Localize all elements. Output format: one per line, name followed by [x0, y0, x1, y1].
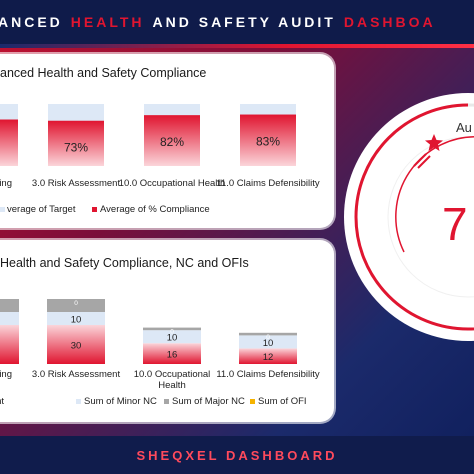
header-title-part1: ANCED	[0, 14, 63, 30]
header-stripe	[0, 44, 474, 48]
compliance-data-label: 73%	[64, 141, 88, 155]
category-tick-label: 10.0 Occupational Health	[119, 178, 226, 189]
compliance-data-label: 30	[71, 341, 82, 352]
compliance-data-label: 83%	[256, 135, 280, 149]
gauge-arc	[354, 103, 474, 331]
header-title-part2: HEALTH	[70, 14, 145, 30]
category-tick-label: 3.0 Risk Assessment	[32, 369, 121, 380]
major-nc-segment	[143, 327, 201, 331]
minor-nc-data-label: 10	[167, 333, 178, 344]
dashboard-footer: SHEQXEL DASHBOARD	[0, 436, 474, 474]
compliance-bar	[0, 119, 18, 166]
legend-swatch-minor-nc	[76, 399, 81, 404]
compliance-segment	[47, 325, 105, 364]
minor-nc-segment	[239, 335, 297, 349]
compliance-bar	[240, 114, 296, 166]
legend-swatch-ofi	[250, 399, 255, 404]
legend-label-major-nc: Sum of Major NC	[172, 396, 245, 407]
compliance-segment	[239, 348, 297, 364]
legend-swatch-major-nc	[164, 399, 169, 404]
dashboard-header: ANCED HEALTH AND SAFETY AUDIT DASHBOA	[0, 0, 474, 44]
legend-swatch-compliance	[92, 207, 97, 212]
category-tick-label: 11.0 Claims Defensibility	[216, 369, 320, 380]
compliance-data-label: 16	[167, 350, 178, 361]
nc-ofi-chart: aining301003.0 Risk Assessment1610010.0 …	[0, 299, 320, 407]
nc-ofi-panel: Health and Safety Compliance, NC and OFI…	[0, 240, 334, 422]
compliance-panel: anced Health and Safety Compliance %aini…	[0, 54, 334, 228]
category-tick-label: 11.0 Claims Defensibility	[216, 178, 320, 189]
category-tick-label: Health	[158, 380, 185, 391]
compliance-data-label: 12	[263, 352, 274, 363]
audit-gauge: Au 7	[344, 93, 474, 341]
major-nc-data-label: 0	[170, 329, 174, 336]
category-tick-label: aining	[0, 369, 12, 380]
compliance-panel-title: anced Health and Safety Compliance	[0, 66, 207, 80]
major-nc-segment	[239, 332, 297, 336]
minor-nc-data-label: 10	[263, 338, 274, 349]
legend-label-target: verage of Target	[7, 204, 76, 215]
minor-nc-data-label: 10	[71, 315, 82, 326]
header-title-part3: AND SAFETY AUDIT	[152, 14, 336, 30]
legend-label-compliance: nt	[0, 396, 4, 407]
compliance-segment	[143, 343, 201, 364]
compliance-bar	[48, 120, 104, 166]
compliance-segment	[0, 325, 19, 364]
nc-ofi-panel-title: Health and Safety Compliance, NC and OFI…	[0, 256, 249, 270]
legend-label-ofi: Sum of OFI	[258, 396, 307, 407]
compliance-bar	[144, 115, 200, 166]
minor-nc-segment	[47, 312, 105, 325]
legend-label-minor-nc: Sum of Minor NC	[84, 396, 157, 407]
gauge-value: 7	[442, 198, 468, 250]
major-nc-segment	[47, 299, 105, 312]
legend-label-compliance: Average of % Compliance	[100, 204, 210, 215]
minor-nc-segment	[143, 330, 201, 344]
compliance-data-label: 82%	[160, 135, 184, 149]
gauge-label: Au	[456, 120, 472, 135]
category-tick-label: 3.0 Risk Assessment	[32, 178, 121, 189]
category-tick-label: 10.0 Occupational	[134, 369, 211, 380]
category-tick-label: aining	[0, 178, 12, 189]
major-nc-segment	[0, 299, 19, 312]
gauge-inner-arc	[395, 136, 474, 253]
minor-nc-segment	[0, 312, 19, 325]
shooting-star-icon	[413, 134, 443, 169]
legend-swatch-target	[0, 207, 5, 212]
header-title-part4: DASHBOA	[343, 14, 436, 30]
major-nc-data-label: 0	[266, 334, 270, 341]
major-nc-data-label: 0	[74, 300, 78, 307]
audit-gauge-panel: Au 7	[342, 92, 474, 342]
